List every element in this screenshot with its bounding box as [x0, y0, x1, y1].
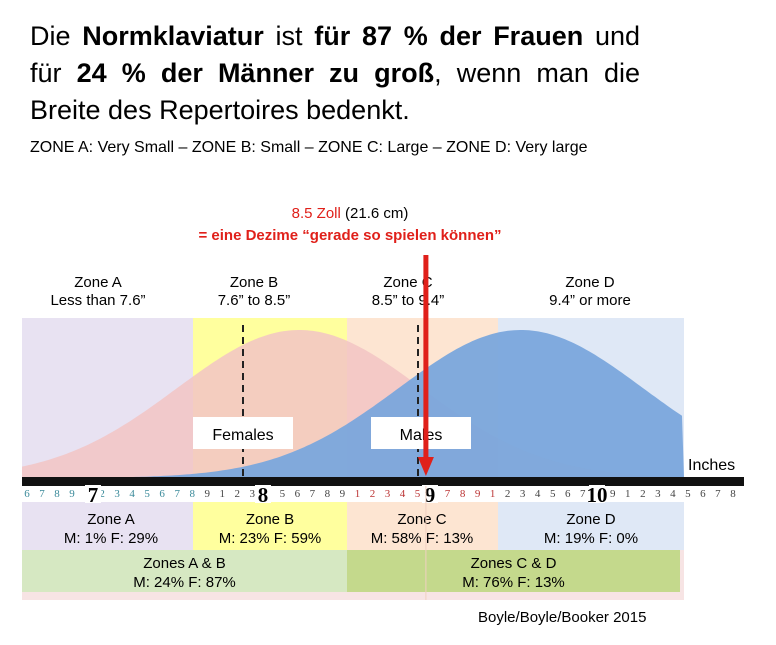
- zone-stat-name-3: Zone C: [397, 511, 446, 528]
- x-axis-label: Inches: [688, 457, 735, 474]
- ruler-tick: 7: [310, 488, 316, 500]
- ruler-tick: 1: [355, 488, 361, 500]
- series-label-males: Males: [400, 427, 443, 444]
- zone-stat-band-2: [193, 502, 347, 550]
- marker-value-cm: (21.6 cm): [340, 205, 409, 222]
- ruler-tick: 5: [550, 488, 556, 500]
- zone-range-4: 9.4” or more: [549, 292, 631, 309]
- group-stats-2: M: 76% F: 13%: [462, 574, 565, 591]
- ruler-tick: 6: [295, 488, 301, 500]
- ruler-tick: 6: [565, 488, 571, 500]
- ruler-tick: 3: [250, 488, 256, 500]
- curve-females: [22, 330, 684, 478]
- ruler-tick: 3: [520, 488, 526, 500]
- ruler-tick: 7: [445, 488, 451, 500]
- ruler-tick: 3: [385, 488, 391, 500]
- ruler-tick: 5: [144, 488, 150, 500]
- ruler-tick: 8: [460, 488, 466, 500]
- ruler-major-label: 7: [88, 483, 99, 507]
- ruler-tick: 3: [114, 488, 120, 500]
- ruler-tick: 6: [159, 488, 165, 500]
- ruler-tick: 8: [325, 488, 331, 500]
- ruler-major-bg: [85, 485, 101, 503]
- ruler-tick: 1: [625, 488, 631, 500]
- ruler-tick: 9: [69, 488, 75, 500]
- ruler-tick: 1: [220, 488, 226, 500]
- ruler-major-label: 9: [425, 483, 436, 507]
- group-stats-1: M: 24% F: 87%: [133, 574, 236, 591]
- group-band-1: [22, 550, 347, 592]
- zone-stat-name-4: Zone D: [566, 511, 615, 528]
- zone-stat-name-1: Zone A: [87, 511, 135, 528]
- zones-description: ZONE A: Very Small – ZONE B: Small – ZON…: [30, 139, 588, 156]
- ruler-tick: 2: [99, 488, 105, 500]
- zone-range-1: Less than 7.6”: [50, 292, 145, 309]
- ruler-tick: 3: [655, 488, 661, 500]
- ruler-tick: 4: [535, 488, 541, 500]
- group-band-2: [347, 550, 680, 592]
- group-name-2: Zones C & D: [471, 555, 557, 572]
- zone-stat-values-3: M: 58% F: 13%: [371, 530, 474, 547]
- marker-meaning: = eine Dezime “gerade so spielen können”: [198, 227, 502, 244]
- zone-stat-band-3: [347, 502, 498, 550]
- ruler-tick: 7: [174, 488, 180, 500]
- ruler-tick: 9: [610, 488, 616, 500]
- ruler-tick: 9: [475, 488, 481, 500]
- ruler-tick: 6: [24, 488, 30, 500]
- ruler-tick: 4: [129, 488, 135, 500]
- ruler-tick: 5: [280, 488, 286, 500]
- ruler-major-bg: [255, 485, 271, 503]
- ruler-tick: 2: [370, 488, 376, 500]
- ruler-tick: 2: [640, 488, 646, 500]
- ruler-tick: 4: [670, 488, 676, 500]
- ruler-tick: 1: [490, 488, 496, 500]
- zone-stat-values-4: M: 19% F: 0%: [544, 530, 638, 547]
- zone-stat-band-1: [22, 502, 193, 550]
- ruler-tick: 9: [340, 488, 346, 500]
- zone-header-2: Zone B: [230, 274, 278, 291]
- marker-value: 8.5 Zoll: [291, 205, 341, 222]
- zone-header-3: Zone C: [383, 274, 432, 291]
- ruler-tick: 2: [505, 488, 511, 500]
- headline: Die Normklaviatur ist für 87 % der Fraue…: [30, 21, 641, 125]
- ruler-tick: 9: [204, 488, 210, 500]
- curve-males: [22, 330, 684, 478]
- ruler-tick: 7: [39, 488, 45, 500]
- ruler-tick: 5: [685, 488, 691, 500]
- headline-bold-2: für 87 % der Frauen: [314, 21, 584, 51]
- axis-line: [22, 477, 744, 486]
- zone-header-4: Zone D: [565, 274, 614, 291]
- males-label-box: [371, 417, 471, 449]
- ruler-tick: 6: [700, 488, 706, 500]
- ruler-strip: [22, 486, 744, 502]
- ruler-major-label: 8: [258, 483, 269, 507]
- ruler-tick: 8: [54, 488, 60, 500]
- group-name-1: Zones A & B: [143, 555, 226, 572]
- ruler-tick: 7: [715, 488, 721, 500]
- ruler-tick: 2: [235, 488, 241, 500]
- zone-stat-values-1: M: 1% F: 29%: [64, 530, 158, 547]
- zone-stat-values-2: M: 23% F: 59%: [219, 530, 322, 547]
- ruler-major-label: 10: [587, 483, 608, 507]
- ruler-tick: 8: [189, 488, 195, 500]
- zone-stat-band-4: [498, 502, 684, 550]
- ruler-tick: 5: [415, 488, 421, 500]
- zone-range-2: 7.6” to 8.5”: [218, 292, 291, 309]
- ruler-major-bg: [589, 485, 605, 503]
- marker-arrow-head: [417, 457, 434, 476]
- marker-callout: 8.5 Zoll (21.6 cm) = eine Dezime “gerade…: [160, 203, 540, 247]
- ruler-tick: 7: [580, 488, 586, 500]
- headline-bold-3: 24 % der Männer zu groß: [76, 58, 435, 88]
- ruler-tick: 4: [400, 488, 406, 500]
- marker-arrow-shaft: [423, 255, 429, 459]
- zone-header-1: Zone A: [74, 274, 122, 291]
- females-label-box: [193, 417, 293, 449]
- ruler-tick: 8: [730, 488, 736, 500]
- zone-range-3: 8.5” to 9.4”: [372, 292, 445, 309]
- zone-stat-name-2: Zone B: [246, 511, 294, 528]
- source-citation: Boyle/Boyle/Booker 2015: [478, 609, 647, 626]
- series-label-females: Females: [212, 427, 273, 444]
- headline-bold-1: Normklaviatur: [82, 21, 264, 51]
